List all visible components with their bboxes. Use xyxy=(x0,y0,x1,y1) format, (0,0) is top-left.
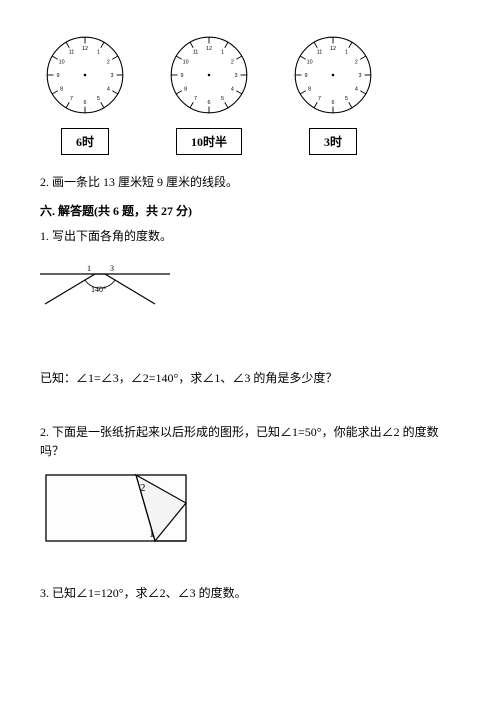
fold-label-2: 2 xyxy=(140,482,146,494)
clock-1-label: 6时 xyxy=(61,128,109,155)
clock-2-label: 10时半 xyxy=(176,128,242,155)
question-2-text: 2. 下面是一张纸折起来以后形成的图形，已知∠1=50°，你能求出∠2 的度数吗… xyxy=(40,423,460,461)
clock-3: 1212 345 678 91011 3时 xyxy=(288,30,378,155)
svg-text:3: 3 xyxy=(359,73,362,79)
clocks-row: 1212 345 678 91011 6时 xyxy=(40,30,460,155)
angle-label-140: 140° xyxy=(91,285,106,294)
svg-text:2: 2 xyxy=(355,59,358,65)
svg-text:3: 3 xyxy=(111,73,114,79)
svg-text:9: 9 xyxy=(305,73,308,79)
question-line-segment: 2. 画一条比 13 厘米短 9 厘米的线段。 xyxy=(40,173,460,192)
svg-text:1: 1 xyxy=(345,49,348,55)
angle-figure-1: 1 3 140° xyxy=(40,254,460,317)
svg-text:7: 7 xyxy=(318,96,321,102)
svg-text:3: 3 xyxy=(235,73,238,79)
clock-3-label: 3时 xyxy=(309,128,357,155)
svg-text:6: 6 xyxy=(208,100,211,106)
svg-text:9: 9 xyxy=(57,73,60,79)
question-3-text: 3. 已知∠1=120°，求∠2、∠3 的度数。 xyxy=(40,584,460,603)
svg-text:11: 11 xyxy=(69,49,75,55)
fold-label-1: 1 xyxy=(149,528,155,540)
svg-text:5: 5 xyxy=(345,96,348,102)
svg-text:12: 12 xyxy=(206,46,212,52)
svg-text:4: 4 xyxy=(107,86,110,92)
svg-text:5: 5 xyxy=(221,96,224,102)
svg-text:12: 12 xyxy=(82,46,88,52)
svg-text:1: 1 xyxy=(97,49,100,55)
svg-text:12: 12 xyxy=(330,46,336,52)
clock-1: 1212 345 678 91011 6时 xyxy=(40,30,130,155)
question-1-text: 已知：∠1=∠3，∠2=140°，求∠1、∠3 的角是多少度？ xyxy=(40,369,460,388)
svg-text:4: 4 xyxy=(355,86,358,92)
svg-text:10: 10 xyxy=(183,59,189,65)
question-1-title: 1. 写出下面各角的度数。 xyxy=(40,227,460,246)
svg-text:8: 8 xyxy=(60,86,63,92)
svg-text:8: 8 xyxy=(184,86,187,92)
fold-figure: 2 1 xyxy=(40,469,460,554)
clock-face-3: 1212 345 678 91011 xyxy=(288,30,378,120)
svg-text:6: 6 xyxy=(332,100,335,106)
svg-text:1: 1 xyxy=(221,49,224,55)
svg-text:8: 8 xyxy=(308,86,311,92)
clock-face-1: 1212 345 678 91011 xyxy=(40,30,130,120)
svg-text:2: 2 xyxy=(107,59,110,65)
svg-text:2: 2 xyxy=(231,59,234,65)
svg-text:7: 7 xyxy=(194,96,197,102)
clock-face-2: 1212 345 678 91011 xyxy=(164,30,254,120)
svg-text:11: 11 xyxy=(317,49,323,55)
clock-2: 1212 345 678 91011 10时半 xyxy=(164,30,254,155)
svg-text:10: 10 xyxy=(59,59,65,65)
svg-text:6: 6 xyxy=(84,100,87,106)
svg-text:11: 11 xyxy=(193,49,199,55)
svg-text:9: 9 xyxy=(181,73,184,79)
svg-text:7: 7 xyxy=(70,96,73,102)
svg-text:5: 5 xyxy=(97,96,100,102)
angle-label-1: 1 xyxy=(87,264,91,273)
section-6-title: 六. 解答题(共 6 题，共 27 分) xyxy=(40,202,460,219)
svg-text:4: 4 xyxy=(231,86,234,92)
angle-label-3: 3 xyxy=(110,264,114,273)
svg-text:10: 10 xyxy=(307,59,313,65)
